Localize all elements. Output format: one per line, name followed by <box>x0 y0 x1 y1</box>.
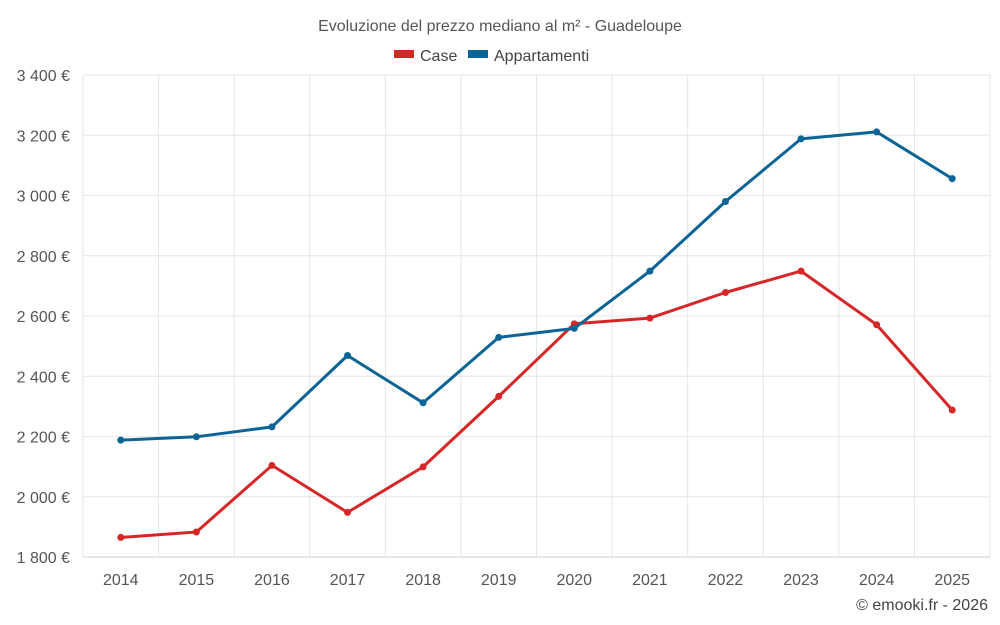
chart-title: Evoluzione del prezzo mediano al m² - Gu… <box>318 18 682 35</box>
grid <box>82 74 991 558</box>
x-axis-ticks: 2014 2015 2016 2017 2018 2019 2020 2021 2022 2023… <box>103 572 970 589</box>
legend-label-case: Case <box>420 48 457 65</box>
y-tick-label: 2 600 € <box>17 309 70 326</box>
data-point-case <box>419 463 427 471</box>
y-tick-label: 2 000 € <box>17 490 70 507</box>
data-point-appartamenti <box>192 433 200 441</box>
data-point-appartamenti <box>646 267 654 275</box>
y-tick-label: 2 800 € <box>17 249 70 266</box>
x-tick-label: 2017 <box>330 572 366 589</box>
legend-swatch-case <box>394 50 414 58</box>
y-tick-label: 3 000 € <box>17 189 70 206</box>
data-point-appartamenti <box>268 423 276 431</box>
data-point-case <box>344 508 352 516</box>
x-tick-label: 2025 <box>934 572 970 589</box>
x-tick-label: 2014 <box>103 572 139 589</box>
data-point-appartamenti <box>117 436 125 444</box>
series-line-case <box>120 269 954 539</box>
x-tick-label: 2024 <box>859 572 895 589</box>
x-tick-label: 2018 <box>405 572 441 589</box>
data-point-case <box>495 392 503 400</box>
y-tick-label: 3 200 € <box>17 128 70 145</box>
x-tick-label: 2023 <box>783 572 819 589</box>
data-point-appartamenti <box>419 399 427 407</box>
y-tick-label: 3 400 € <box>17 68 70 85</box>
data-point-case <box>268 461 276 469</box>
x-tick-label: 2022 <box>708 572 744 589</box>
data-point-appartamenti <box>495 333 503 341</box>
x-tick-label: 2020 <box>556 572 592 589</box>
y-tick-label: 2 400 € <box>17 369 70 386</box>
series-lines <box>117 128 956 541</box>
x-tick-label: 2016 <box>254 572 290 589</box>
data-point-case <box>948 406 956 414</box>
legend-label-appartamenti: Appartamenti <box>494 48 589 65</box>
data-point-case <box>721 289 729 297</box>
x-tick-label: 2015 <box>179 572 215 589</box>
series-line-appartamenti <box>120 130 953 442</box>
data-point-case <box>646 314 654 322</box>
data-point-appartamenti <box>948 175 956 183</box>
data-point-case <box>192 528 200 536</box>
y-tick-label: 1 800 € <box>17 550 70 567</box>
data-point-appartamenti <box>570 324 578 332</box>
legend-swatch-appartamenti <box>468 50 488 58</box>
y-axis-ticks: 1 800 € 2 000 € 2 200 € 2 400 € 2 600 € 2 800… <box>17 68 70 567</box>
data-point-appartamenti <box>344 351 352 359</box>
data-point-case <box>873 321 881 329</box>
data-point-case <box>117 533 125 541</box>
y-tick-label: 2 200 € <box>17 430 70 447</box>
x-tick-label: 2021 <box>632 572 668 589</box>
x-tick-label: 2019 <box>481 572 517 589</box>
data-point-appartamenti <box>721 198 729 206</box>
credit-text: © emooki.fr - 2026 <box>856 597 988 614</box>
legend: Case Appartamenti <box>394 48 589 65</box>
data-point-case <box>797 267 805 275</box>
data-point-appartamenti <box>873 128 881 136</box>
data-point-appartamenti <box>797 135 805 143</box>
